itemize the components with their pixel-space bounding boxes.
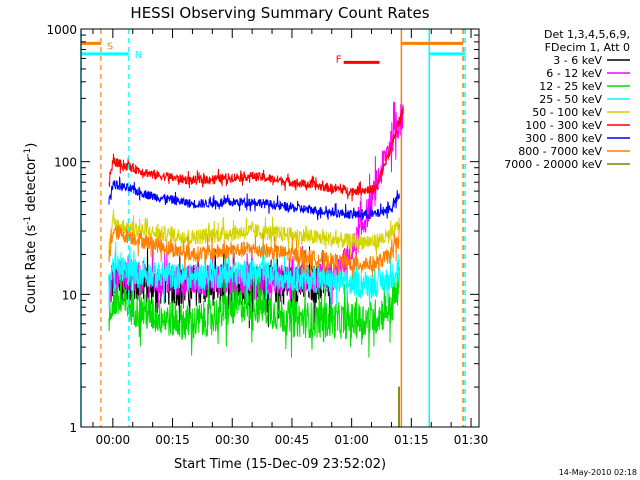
- legend-label-2: 12 - 25 keV: [539, 80, 602, 93]
- y-axis-label-end: ): [24, 143, 39, 148]
- x-tick-label-2: 00:30: [215, 433, 250, 447]
- footer-timestamp: 14-May-2010 02:18: [559, 468, 637, 477]
- series-line-4: [108, 209, 400, 258]
- series-line-7: [108, 224, 400, 279]
- plot-area: S N F: [80, 29, 466, 427]
- y-axis-label-sup1: -1: [23, 216, 33, 225]
- legend-label-7: 800 - 7000 keV: [518, 145, 602, 158]
- x-tick-label-6: 01:30: [454, 433, 489, 447]
- flag-label-f: F: [336, 54, 342, 65]
- legend-label-8: 7000 - 20000 keV: [504, 158, 602, 171]
- series-line-6: [108, 176, 400, 221]
- legend: Det 1,3,4,5,6,9, FDecim 1, Att 0 3 - 6 k…: [504, 28, 630, 171]
- legend-label-3: 25 - 50 keV: [539, 93, 602, 106]
- legend-label-5: 100 - 300 keV: [525, 119, 602, 132]
- legend-header-1: Det 1,3,4,5,6,9,: [544, 28, 630, 41]
- legend-header-2: FDecim 1, Att 0: [545, 41, 630, 54]
- legend-label-1: 6 - 12 keV: [546, 67, 602, 80]
- chart-title: HESSI Observing Summary Count Rates: [130, 4, 429, 22]
- x-tick-label-4: 01:00: [334, 433, 369, 447]
- x-tick-label-0: 00:00: [96, 433, 131, 447]
- x-axis-label: Start Time (15-Dec-09 23:52:02): [174, 457, 386, 472]
- flag-label-n: N: [135, 50, 142, 61]
- series-line-3: [108, 241, 400, 310]
- y-axis-label: Count Rate (s-1 detector-1): [23, 143, 39, 314]
- y-tick-label-1: 10: [62, 288, 77, 302]
- flag-label-s: S: [107, 42, 113, 53]
- plot-frame: [80, 28, 480, 428]
- x-tick-label-3: 00:45: [275, 433, 310, 447]
- series-line-8: [398, 386, 400, 427]
- legend-label-6: 300 - 800 keV: [525, 132, 602, 145]
- y-tick-label-0: 1: [69, 421, 77, 435]
- x-tick-label-1: 00:15: [155, 433, 190, 447]
- series-line-2: [108, 266, 400, 358]
- x-tick-label-5: 01:15: [394, 433, 429, 447]
- axes: 1 10 100 1000 00:00 00:15 00:30 00:45 01:00 01:15…: [46, 23, 488, 447]
- y-tick-label-3: 1000: [46, 23, 77, 37]
- y-axis-label-main: Count Rate (s: [24, 225, 39, 314]
- y-axis-label-mid: detector: [24, 156, 39, 216]
- legend-label-4: 50 - 100 keV: [532, 106, 602, 119]
- y-axis-label-sup2: -1: [23, 148, 33, 157]
- legend-label-0: 3 - 6 keV: [553, 54, 602, 67]
- series-line-5: [108, 105, 404, 202]
- y-tick-label-2: 100: [54, 156, 77, 170]
